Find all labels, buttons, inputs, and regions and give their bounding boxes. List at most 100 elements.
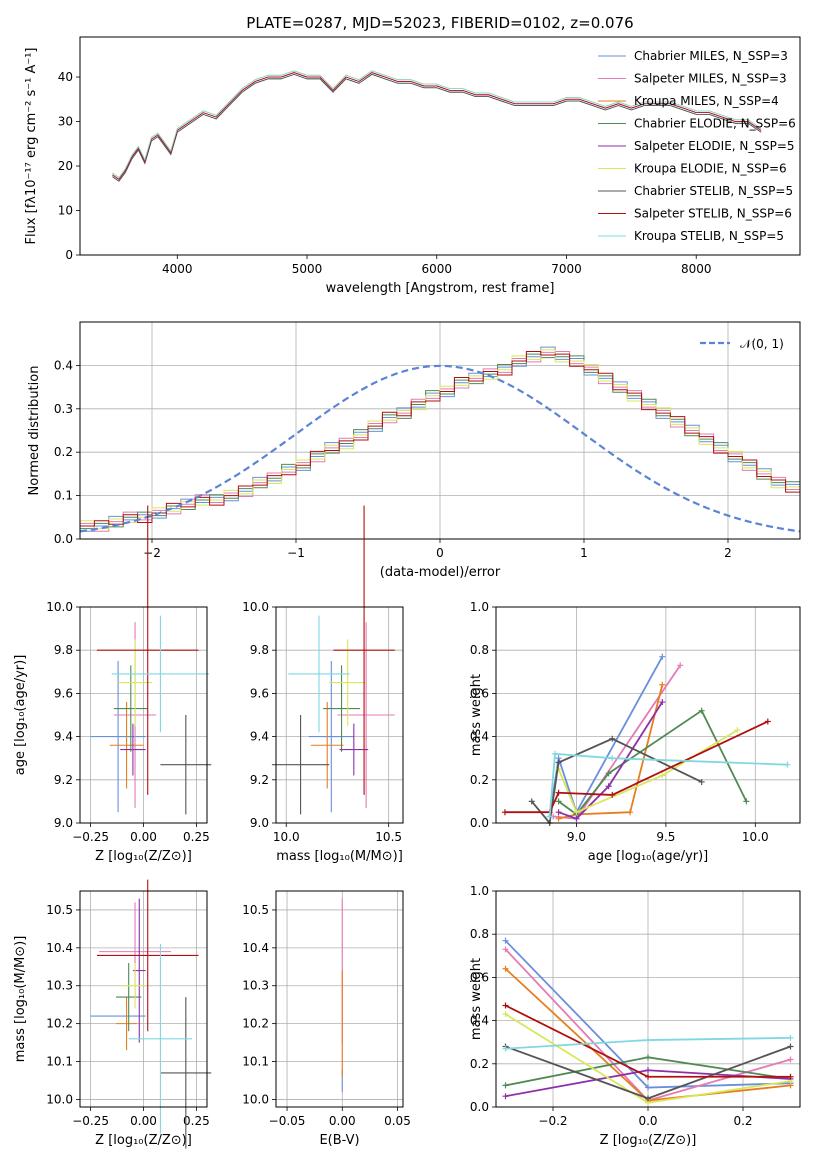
x-tick-label: 10.0 xyxy=(273,830,300,844)
y-tick-label: 10.4 xyxy=(46,941,73,955)
x-tick-label: 0.0 xyxy=(638,1114,657,1128)
y-tick-label: 9.4 xyxy=(54,730,73,744)
series-line xyxy=(112,70,762,179)
plot-frame xyxy=(79,36,801,256)
weight-marker xyxy=(787,1043,794,1050)
x-tick-label: 7000 xyxy=(551,262,582,276)
y-tick-label: 0.2 xyxy=(470,773,489,787)
weight-marker xyxy=(609,791,616,798)
series-line xyxy=(112,72,762,180)
x-tick-label: 6000 xyxy=(421,262,452,276)
x-tick-label: 10.5 xyxy=(375,830,402,844)
y-tick-label: 9.6 xyxy=(54,686,73,700)
weight-line xyxy=(558,701,664,820)
y-tick-label: 0.4 xyxy=(470,1014,489,1028)
y-tick-label: 9.8 xyxy=(54,643,73,657)
y-tick-label: 0.2 xyxy=(54,445,73,459)
x-tick-label: 0.00 xyxy=(329,1114,356,1128)
legend-label: Salpeter ELODIE, N_SSP=5 xyxy=(634,139,795,153)
chart-age-vs-mass: 10.0 10.5 9.0 9.2 9.4 9.6 9.8 10.0 mass [log₁₀(M… xyxy=(242,505,404,864)
x-tick-label: −1 xyxy=(287,546,305,560)
weight-marker xyxy=(609,735,616,742)
weight-marker xyxy=(502,1082,509,1089)
weight-marker xyxy=(787,1073,794,1080)
y-tick-label: 0.8 xyxy=(470,643,489,657)
weight-line xyxy=(548,752,788,817)
x-tick-label: 0.25 xyxy=(183,1114,210,1128)
x-tick-label: 9.0 xyxy=(567,830,586,844)
weight-marker xyxy=(698,707,705,714)
y-tick-label: 0.4 xyxy=(470,730,489,744)
legend-label: Kroupa ELODIE, N_SSP=6 xyxy=(634,162,787,176)
x-tick-label: −2 xyxy=(143,546,161,560)
x-tick-label: 0.2 xyxy=(733,1114,752,1128)
weight-marker xyxy=(645,1084,651,1091)
legend-label: Kroupa MILES, N_SSP=4 xyxy=(634,94,779,108)
y-tick-label: 0.2 xyxy=(470,1057,489,1071)
chart-weight-vs-Z: −0.2 0.0 0.2 0.0 0.2 0.4 0.6 0.8 1.0 Z [log₁₀(Z/Z… xyxy=(469,884,801,1148)
x-axis-label: (data-model)/error xyxy=(380,565,501,580)
chart-residuals: −2 −1 0 1 2 0.0 0.1 0.2 0.3 0.4 (data-model)/error… xyxy=(27,321,801,580)
weight-line xyxy=(531,737,703,826)
legend-label: 𝒩(0, 1) xyxy=(740,337,784,351)
weight-marker xyxy=(645,1054,651,1061)
y-tick-label: 10.0 xyxy=(242,600,269,614)
weight-marker xyxy=(573,809,580,816)
plot-frame xyxy=(275,606,404,824)
y-tick-label: 10.5 xyxy=(242,903,269,917)
x-tick-label: 0.25 xyxy=(183,830,210,844)
y-tick-label: 9.6 xyxy=(250,686,269,700)
y-tick-label: 10.0 xyxy=(242,1092,269,1106)
weight-marker xyxy=(645,1067,651,1074)
weight-marker xyxy=(659,681,666,688)
x-axis-label: Z [log₁₀(Z/Z⊙)] xyxy=(600,1133,697,1148)
x-tick-label: 2 xyxy=(724,546,732,560)
weight-marker xyxy=(502,1093,509,1100)
y-tick-label: 10.1 xyxy=(46,1055,73,1069)
weight-marker xyxy=(552,750,559,757)
y-tick-label: 10 xyxy=(58,204,73,218)
x-axis-label: Z [log₁₀(Z/Z⊙)] xyxy=(95,849,192,864)
x-tick-label: −0.25 xyxy=(72,1114,109,1128)
plot-frame xyxy=(79,606,208,824)
x-tick-label: 0.00 xyxy=(130,1114,157,1128)
histogram-step xyxy=(80,351,800,527)
y-axis-label: mass weight xyxy=(469,674,484,756)
y-tick-label: 10.0 xyxy=(46,1092,73,1106)
y-tick-label: 9.2 xyxy=(54,773,73,787)
weight-marker xyxy=(784,761,791,768)
weight-marker xyxy=(502,1045,509,1052)
y-tick-label: 0.6 xyxy=(470,970,489,984)
plot-frame xyxy=(79,890,208,1108)
x-tick-label: 9.5 xyxy=(656,830,675,844)
weight-marker xyxy=(502,1011,509,1018)
y-tick-label: 9.0 xyxy=(54,816,73,830)
y-tick-label: 10.2 xyxy=(46,1017,73,1031)
weight-marker xyxy=(677,662,684,669)
x-tick-label: 5000 xyxy=(292,262,323,276)
weight-marker xyxy=(645,1073,651,1080)
y-tick-label: 10.1 xyxy=(242,1055,269,1069)
weight-marker xyxy=(659,699,666,706)
x-tick-label: −0.2 xyxy=(538,1114,567,1128)
weight-marker xyxy=(605,783,612,790)
weight-marker xyxy=(501,809,508,816)
y-tick-label: 1.0 xyxy=(470,884,489,898)
plot-frame xyxy=(495,890,801,1108)
figure-title: PLATE=0287, MJD=52023, FIBERID=0102, z=0… xyxy=(246,14,633,32)
y-tick-label: 0.3 xyxy=(54,402,73,416)
weight-marker xyxy=(555,759,562,766)
y-tick-label: 10.5 xyxy=(46,903,73,917)
x-tick-label: 4000 xyxy=(162,262,193,276)
weight-marker xyxy=(605,770,612,777)
chart-weight-vs-age: 9.0 9.5 10.0 0.0 0.2 0.4 0.6 0.8 1.0 age [log₁₀(a… xyxy=(469,600,801,864)
y-tick-label: 9.0 xyxy=(250,816,269,830)
x-axis-label: mass [log₁₀(M/M⊙)] xyxy=(276,849,403,864)
legend-label: Salpeter MILES, N_SSP=3 xyxy=(634,72,787,86)
x-tick-label: 8000 xyxy=(681,262,712,276)
y-tick-label: 30 xyxy=(58,115,73,129)
weight-marker xyxy=(555,809,562,816)
y-tick-label: 0.6 xyxy=(470,686,489,700)
y-tick-label: 10.0 xyxy=(46,600,73,614)
x-tick-label: −0.05 xyxy=(269,1114,306,1128)
